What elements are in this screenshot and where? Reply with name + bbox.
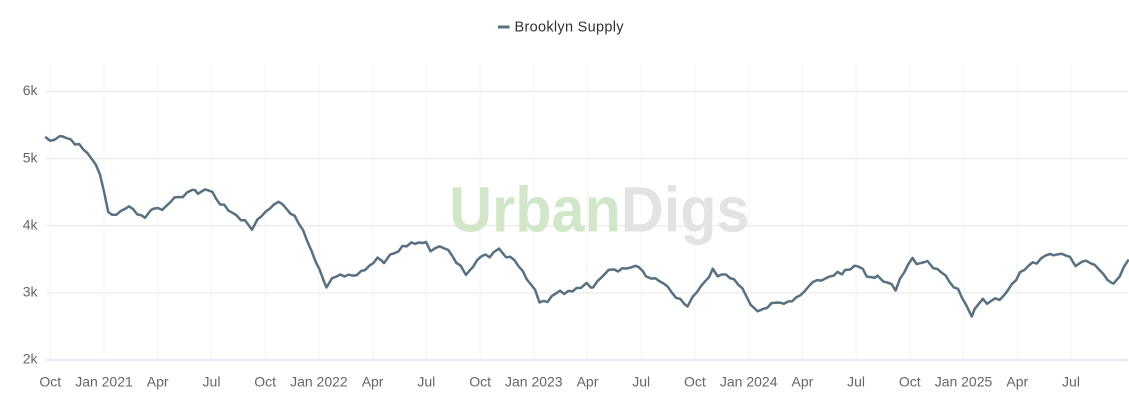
- svg-text:Jan 2023: Jan 2023: [505, 374, 563, 390]
- svg-text:Jul: Jul: [417, 374, 435, 390]
- svg-text:Apr: Apr: [362, 374, 384, 390]
- svg-text:Jul: Jul: [632, 374, 650, 390]
- svg-text:6k: 6k: [23, 82, 39, 98]
- svg-text:UrbanDigs: UrbanDigs: [449, 174, 749, 246]
- svg-text:Apr: Apr: [577, 374, 599, 390]
- svg-text:Oct: Oct: [254, 374, 276, 390]
- svg-text:Jan 2025: Jan 2025: [935, 374, 993, 390]
- svg-text:Apr: Apr: [792, 374, 814, 390]
- svg-text:Brooklyn Supply: Brooklyn Supply: [515, 19, 625, 35]
- svg-text:Apr: Apr: [1006, 374, 1028, 390]
- svg-text:Oct: Oct: [684, 374, 706, 390]
- svg-text:2k: 2k: [23, 351, 39, 367]
- svg-text:Jul: Jul: [847, 374, 865, 390]
- svg-text:Jul: Jul: [203, 374, 221, 390]
- svg-text:Jan 2021: Jan 2021: [75, 374, 133, 390]
- svg-text:Jan 2022: Jan 2022: [290, 374, 348, 390]
- svg-text:Apr: Apr: [147, 374, 169, 390]
- svg-text:Jul: Jul: [1062, 374, 1080, 390]
- svg-text:Jan 2024: Jan 2024: [720, 374, 778, 390]
- svg-text:Oct: Oct: [469, 374, 491, 390]
- svg-text:3k: 3k: [23, 284, 39, 300]
- svg-text:4k: 4k: [23, 217, 39, 233]
- svg-text:Oct: Oct: [899, 374, 921, 390]
- svg-text:5k: 5k: [23, 149, 39, 165]
- svg-text:Oct: Oct: [39, 374, 61, 390]
